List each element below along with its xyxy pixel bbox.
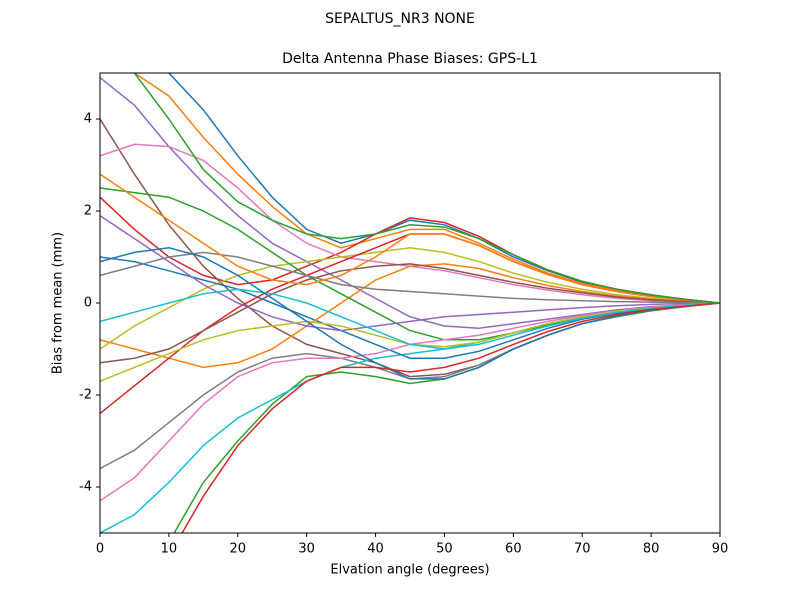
data-line — [100, 77, 720, 330]
x-tick-label: 90 — [712, 542, 729, 557]
data-line — [100, 263, 720, 369]
data-line — [173, 302, 720, 533]
data-line — [181, 302, 720, 533]
x-tick-label: 70 — [574, 542, 591, 557]
y-tick-label: -4 — [79, 480, 92, 495]
y-tick-label: 0 — [84, 296, 92, 311]
x-axis-label: Elvation angle (degrees) — [330, 563, 489, 578]
x-tick-label: 30 — [298, 542, 315, 557]
data-line — [100, 247, 720, 380]
x-tick-label: 80 — [643, 542, 660, 557]
y-tick-label: 4 — [84, 112, 92, 127]
chart-title: Delta Antenna Phase Biases: GPS-L1 — [282, 51, 538, 67]
data-line — [100, 288, 720, 350]
x-tick-label: 0 — [96, 542, 104, 557]
data-line — [100, 256, 720, 359]
x-tick-label: 40 — [367, 542, 384, 557]
data-line — [100, 173, 720, 304]
plot-lines — [100, 73, 720, 533]
data-line — [133, 73, 720, 304]
x-tick-label: 60 — [505, 542, 522, 557]
data-line — [100, 251, 720, 304]
x-tick-label: 50 — [436, 542, 453, 557]
data-line — [100, 247, 720, 350]
data-line — [100, 214, 720, 332]
y-axis-label: Bias from mean (mm) — [51, 232, 66, 374]
suptitle: SEPALTUS_NR3 NONE — [325, 11, 475, 27]
y-tick-label: 2 — [84, 204, 92, 219]
y-tick-label: -2 — [79, 388, 92, 403]
x-tick-label: 10 — [161, 542, 178, 557]
x-tick-label: 20 — [230, 542, 247, 557]
data-line — [100, 263, 720, 364]
data-line — [133, 73, 720, 304]
